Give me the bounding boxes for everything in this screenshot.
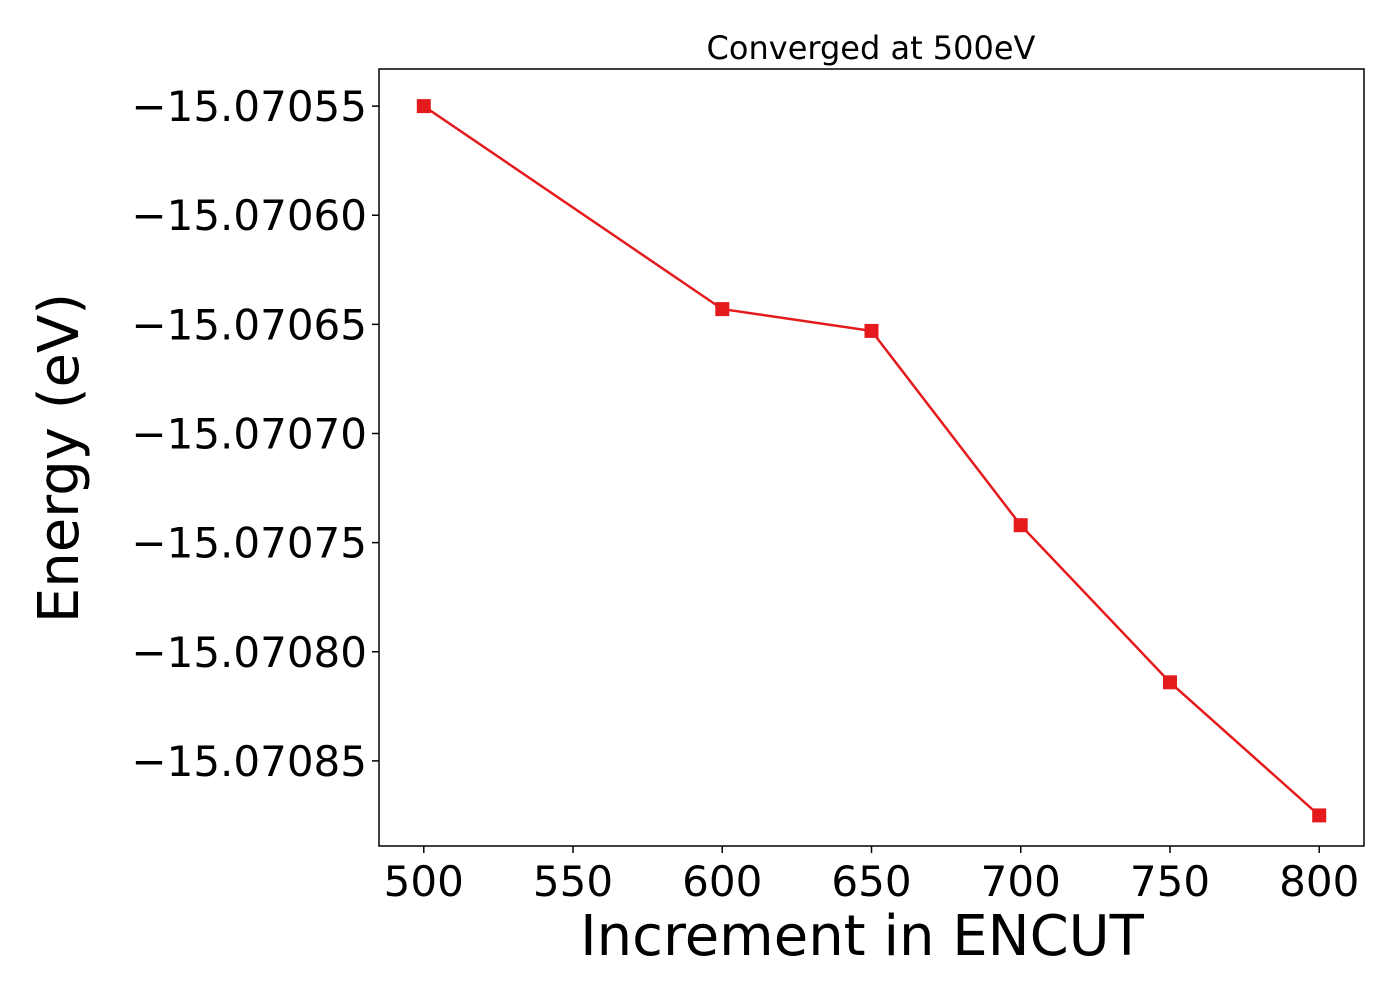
data-point [416, 99, 431, 114]
y-tick-label: −15.07070 [131, 409, 367, 458]
x-axis: 500 550 600 650 700 750 800 [384, 846, 1359, 906]
data-point [864, 323, 879, 338]
x-tick-label: 700 [981, 857, 1061, 906]
series-line [423, 105, 1321, 817]
y-axis: −15.07055 −15.07060 −15.07065 −15.07070 −15.… [131, 82, 379, 786]
x-tick-label: 500 [384, 857, 464, 906]
y-tick-label: −15.07080 [131, 628, 367, 677]
plot-frame [378, 68, 1365, 847]
y-tick-label: −15.07085 [131, 737, 367, 786]
y-axis-title: Energy (eV) [27, 293, 92, 623]
y-tick-label: −15.07075 [131, 519, 367, 568]
x-tick-label: 600 [682, 857, 762, 906]
y-tick-label: −15.07065 [131, 300, 367, 349]
y-tick-label: −15.07055 [131, 82, 367, 131]
x-tick-label: 750 [1130, 857, 1210, 906]
x-tick-label: 650 [831, 857, 911, 906]
x-axis-title: Increment in ENCUT [580, 904, 1145, 969]
y-tick-label: −15.07060 [131, 191, 367, 240]
chart-title: Converged at 500eV [707, 29, 1036, 67]
plot-area [416, 99, 1327, 823]
x-tick-label: 550 [533, 857, 613, 906]
data-point [1312, 808, 1327, 823]
data-point [1013, 518, 1028, 533]
data-point [715, 302, 730, 317]
x-tick-label: 800 [1279, 857, 1359, 906]
data-point [1163, 675, 1177, 690]
